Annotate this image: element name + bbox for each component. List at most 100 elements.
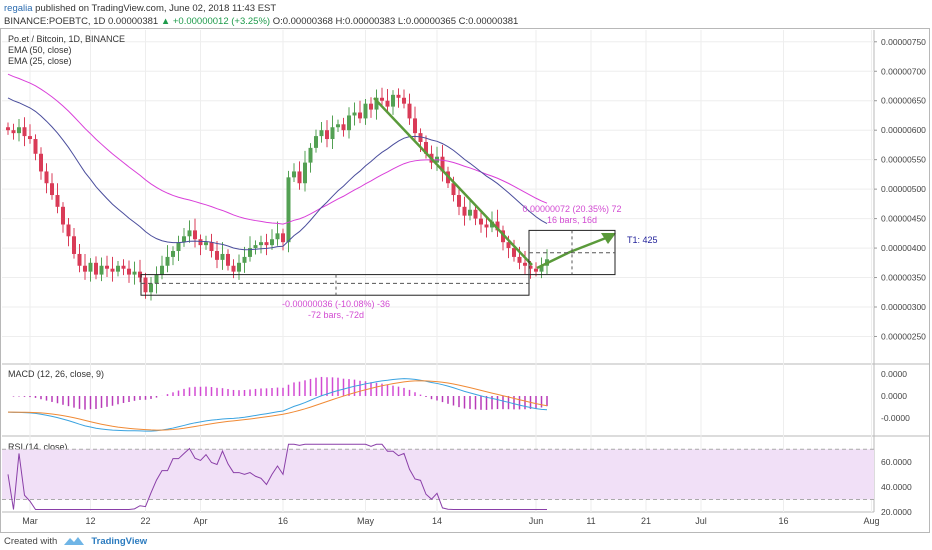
macd-line [7, 378, 548, 432]
candle-body [501, 230, 505, 243]
candle-body [209, 242, 214, 252]
price-tick-label: 0.00000650 [881, 96, 926, 106]
candle-body [424, 141, 428, 154]
measure-box-down [140, 274, 530, 296]
candle-body [539, 265, 544, 272]
candle-body [259, 242, 263, 246]
candle-body [534, 268, 538, 272]
rsi-line [7, 443, 547, 510]
candle-body [149, 283, 153, 293]
candle-body [61, 206, 65, 225]
candle-body [160, 265, 164, 275]
time-tick-label: 11 [586, 516, 595, 526]
measure-down-label: -0.00000036 (-10.08%) -36 [282, 299, 390, 309]
candle-body [198, 239, 203, 246]
target-label: T1: 425 [627, 235, 658, 245]
candle-body [468, 209, 472, 216]
published-text: published on TradingView.com, June 02, 2… [32, 3, 277, 14]
legend-macd: MACD (12, 26, close, 9) [8, 369, 104, 379]
candle-body [33, 139, 38, 154]
candle-body [88, 262, 93, 272]
price-tick-label: 0.00000600 [881, 125, 926, 135]
candle-body [127, 268, 131, 275]
ema-25-line [7, 97, 548, 251]
candle-body [237, 262, 241, 272]
time-tick-label: 21 [641, 516, 651, 526]
candle-body [231, 265, 236, 272]
candle-body [39, 153, 43, 172]
rsi-tick-label: 40.0000 [881, 482, 912, 492]
candle-body [132, 271, 137, 275]
candle-body [28, 136, 32, 140]
chart-frame [0, 28, 930, 533]
price-tick-label: 0.00000700 [881, 66, 926, 76]
time-tick-label: 16 [278, 516, 288, 526]
macd-tick-label: 0.0000 [881, 369, 907, 379]
rsi-tick-label: 60.0000 [881, 457, 912, 467]
candle-body [253, 245, 258, 249]
symbol-line: BINANCE:POEBTC, 1D 0.00000381 [4, 16, 159, 27]
measure-up-bars: 16 bars, 16d [547, 215, 597, 225]
time-tick-label: 16 [778, 516, 788, 526]
author-link[interactable]: regalia [4, 3, 33, 14]
time-tick-label: Mar [22, 516, 38, 526]
candle-body [440, 156, 445, 172]
candle-body [451, 183, 456, 196]
time-tick-label: Jun [529, 516, 544, 526]
price-tick-label: 0.00000750 [881, 37, 926, 47]
legend-rsi: RSI (14, close) [8, 442, 68, 452]
candle-body [182, 236, 186, 243]
candle-body [292, 171, 296, 178]
candle-body [116, 265, 120, 272]
candle-body [336, 124, 340, 128]
candle-body [396, 94, 401, 98]
candle-body [6, 127, 10, 131]
candle-body [286, 177, 291, 243]
candle-body [17, 127, 21, 134]
candle-body [176, 242, 181, 252]
candle-body [193, 230, 197, 240]
candle-body [83, 265, 87, 272]
candle-body [457, 195, 461, 207]
candle-body [407, 103, 412, 119]
candle-body [264, 242, 269, 246]
candle-body [204, 242, 208, 246]
candle-body [275, 233, 280, 240]
candle-body [380, 97, 384, 101]
candle-body [248, 248, 252, 257]
candle-body [418, 133, 423, 142]
created-with-text: Created with [4, 535, 58, 547]
legend-ema25: EMA (25, close) [8, 56, 72, 66]
candle-body [226, 253, 230, 266]
candle-body [121, 265, 126, 269]
ohlc-text: O:0.00000368 H:0.00000383 L:0.00000365 C… [270, 16, 519, 27]
candle-body [220, 253, 225, 260]
candle-body [165, 256, 170, 266]
candle-body [143, 277, 148, 293]
candle-body [297, 171, 302, 184]
change-text: ▲ +0.00000012 (+3.25%) [160, 16, 271, 27]
price-tick-label: 0.00000500 [881, 184, 926, 194]
candle-body [528, 265, 533, 269]
candle-body [105, 265, 109, 269]
rsi-tick-label: 20.0000 [881, 507, 912, 517]
candle-body [358, 112, 362, 119]
ema-50-line [7, 73, 548, 225]
candle-body [22, 127, 27, 137]
candle-body [281, 233, 285, 243]
candle-body [215, 251, 219, 260]
candle-body [506, 242, 511, 249]
candle-body [110, 268, 115, 272]
price-tick-label: 0.00000400 [881, 243, 926, 253]
candle-body [517, 256, 522, 263]
time-tick-label: Apr [193, 516, 207, 526]
candle-body [347, 115, 351, 131]
tradingview-brand[interactable]: TradingView [91, 535, 148, 547]
legend-ema50: EMA (50, close) [8, 45, 72, 55]
price-tick-label: 0.00000350 [881, 273, 926, 283]
candle-body [72, 236, 76, 254]
candle-body [473, 209, 478, 219]
price-tick-label: 0.00000450 [881, 214, 926, 224]
candle-body [330, 127, 335, 140]
